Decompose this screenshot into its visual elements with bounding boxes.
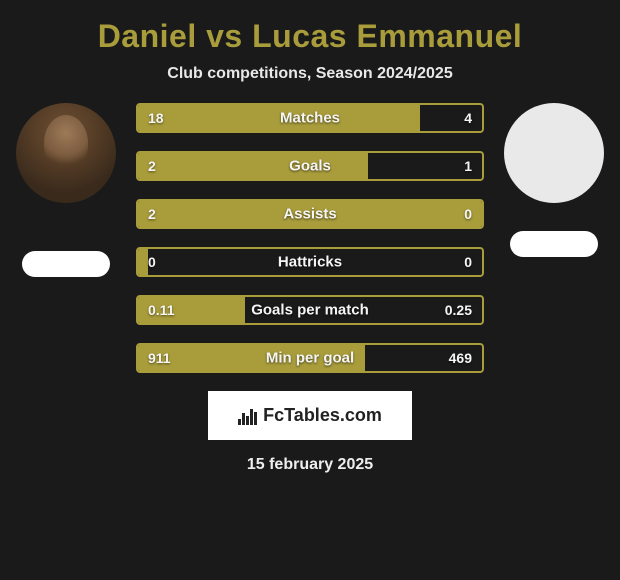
player-right-col — [502, 103, 606, 257]
player-left-col — [14, 103, 118, 277]
bar-label: Matches — [280, 110, 340, 127]
bar-label: Hattricks — [278, 254, 342, 271]
bar-label: Assists — [283, 206, 336, 223]
bar-label: Min per goal — [266, 350, 354, 367]
bar-right-value: 4 — [464, 110, 472, 126]
bar-right-segment — [420, 105, 482, 131]
bar-left-segment — [138, 249, 148, 275]
footer: FcTables.com 15 february 2025 — [0, 391, 620, 474]
bar-left-value: 0 — [148, 254, 156, 270]
player-right-avatar — [504, 103, 604, 203]
bar-right-value: 0 — [464, 206, 472, 222]
chart-icon — [238, 407, 257, 425]
stat-bar: 18 4 Matches — [136, 103, 484, 133]
bar-left-segment — [138, 153, 368, 179]
bar-right-value: 469 — [449, 350, 472, 366]
main-row: 18 4 Matches 2 1 Goals 2 0 Assists 0 0 Hattricks 0.1… — [0, 103, 620, 373]
bar-label: Goals — [289, 158, 331, 175]
stat-bar: 911 469 Min per goal — [136, 343, 484, 373]
subtitle: Club competitions, Season 2024/2025 — [0, 59, 620, 103]
stat-bar: 0 0 Hattricks — [136, 247, 484, 277]
stat-bars: 18 4 Matches 2 1 Goals 2 0 Assists 0 0 Hattricks 0.1… — [136, 103, 484, 373]
bar-label: Goals per match — [251, 302, 369, 319]
bar-right-value: 0.25 — [445, 302, 472, 318]
bar-left-value: 18 — [148, 110, 164, 126]
player-left-name-pill — [22, 251, 110, 277]
player-right-name-pill — [510, 231, 598, 257]
stat-bar: 2 1 Goals — [136, 151, 484, 181]
brand-text: FcTables.com — [263, 405, 382, 426]
stat-bar: 0.11 0.25 Goals per match — [136, 295, 484, 325]
bar-left-value: 2 — [148, 206, 156, 222]
bar-left-value: 911 — [148, 350, 171, 366]
player-left-avatar — [16, 103, 116, 203]
comparison-container: Daniel vs Lucas Emmanuel Club competitio… — [0, 0, 620, 484]
bar-left-value: 0.11 — [148, 302, 174, 318]
bar-right-value: 0 — [464, 254, 472, 270]
stat-bar: 2 0 Assists — [136, 199, 484, 229]
brand-box: FcTables.com — [208, 391, 412, 440]
bar-right-value: 1 — [464, 158, 472, 174]
bar-left-value: 2 — [148, 158, 156, 174]
date-text: 15 february 2025 — [247, 456, 373, 474]
page-title: Daniel vs Lucas Emmanuel — [0, 10, 620, 59]
